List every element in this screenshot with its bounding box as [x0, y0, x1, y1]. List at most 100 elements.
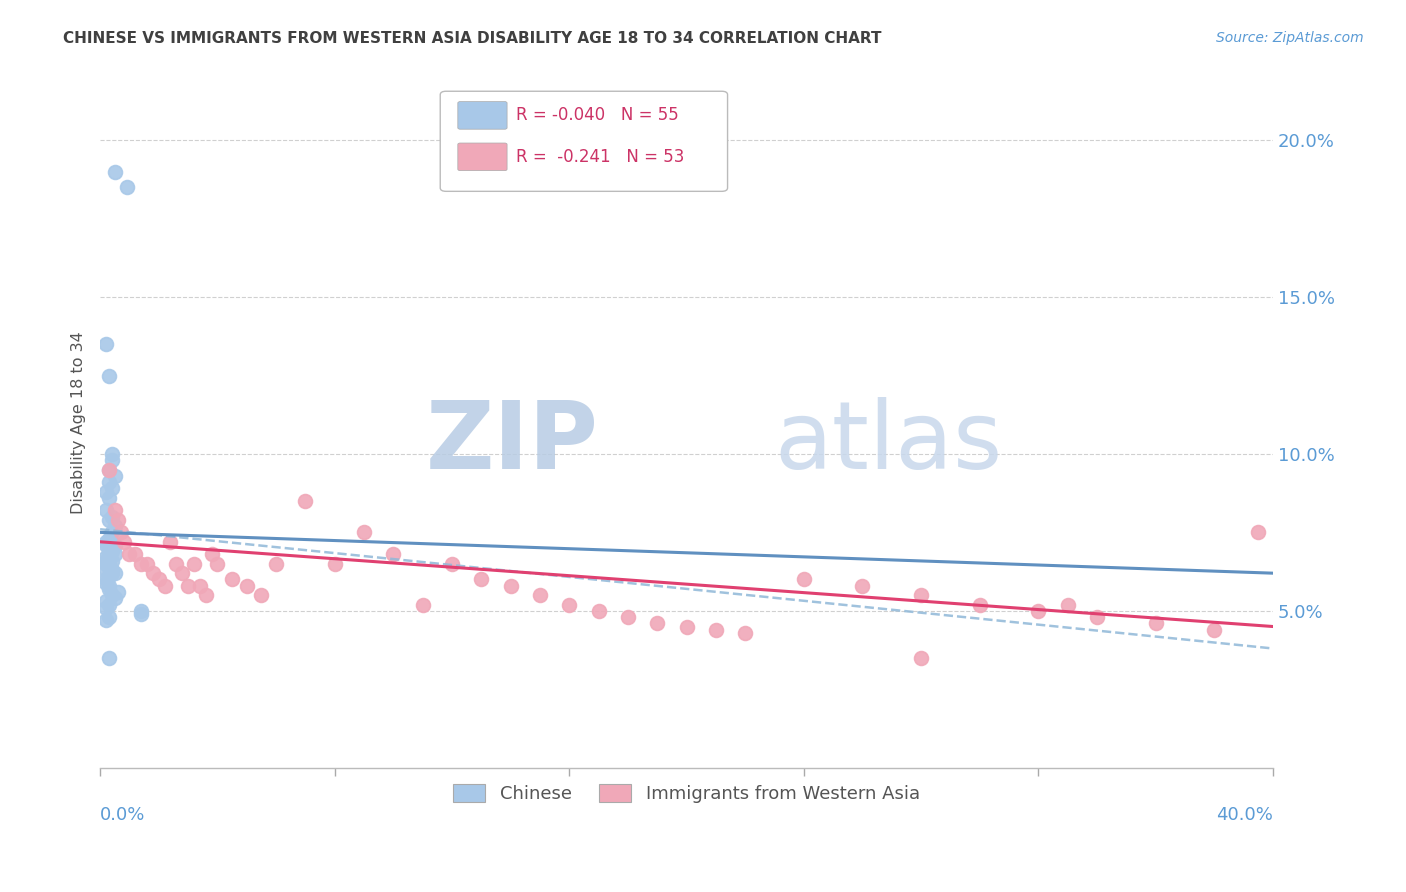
Point	[101, 447, 124, 461]
Point	[1144, 616, 1167, 631]
Point	[101, 563, 124, 577]
Point	[94, 563, 117, 577]
Y-axis label: Disability Age 18 to 34: Disability Age 18 to 34	[72, 331, 86, 514]
Point	[97, 557, 120, 571]
Point	[97, 544, 120, 558]
Point	[101, 554, 124, 568]
Point	[558, 598, 581, 612]
Point	[101, 509, 124, 524]
Point	[97, 513, 120, 527]
Point	[124, 547, 146, 561]
Text: R =  -0.241   N = 53: R = -0.241 N = 53	[516, 148, 685, 166]
Point	[94, 503, 117, 517]
Point	[97, 569, 120, 583]
Point	[94, 538, 117, 552]
Point	[94, 554, 117, 568]
Point	[107, 513, 129, 527]
Point	[94, 600, 117, 615]
Point	[97, 560, 120, 574]
Text: 0.0%: 0.0%	[100, 805, 145, 823]
Point	[264, 557, 287, 571]
Point	[97, 547, 120, 561]
Point	[645, 616, 668, 631]
Point	[112, 534, 135, 549]
Point	[97, 491, 120, 505]
FancyBboxPatch shape	[458, 143, 508, 170]
Point	[675, 619, 697, 633]
Point	[101, 541, 124, 555]
Point	[294, 494, 316, 508]
Point	[136, 557, 159, 571]
Point	[94, 534, 117, 549]
Point	[129, 557, 152, 571]
Point	[110, 525, 132, 540]
Point	[177, 579, 200, 593]
Point	[142, 566, 165, 581]
Legend: Chinese, Immigrants from Western Asia: Chinese, Immigrants from Western Asia	[446, 777, 928, 811]
Point	[499, 579, 522, 593]
Point	[129, 604, 152, 618]
Point	[97, 582, 120, 596]
Point	[97, 579, 120, 593]
Point	[353, 525, 375, 540]
Point	[101, 525, 124, 540]
Point	[704, 623, 727, 637]
Point	[104, 164, 127, 178]
Point	[1056, 598, 1078, 612]
Text: 40.0%: 40.0%	[1216, 805, 1272, 823]
Point	[94, 613, 117, 627]
Point	[94, 550, 117, 565]
Point	[1204, 623, 1226, 637]
Point	[94, 484, 117, 499]
Text: R = -0.040   N = 55: R = -0.040 N = 55	[516, 106, 679, 124]
Point	[470, 573, 492, 587]
Point	[159, 534, 181, 549]
FancyBboxPatch shape	[440, 91, 727, 191]
Text: atlas: atlas	[775, 397, 1002, 490]
Point	[148, 573, 170, 587]
Point	[172, 566, 194, 581]
Point	[97, 532, 120, 546]
Point	[1028, 604, 1050, 618]
Point	[97, 569, 120, 583]
Point	[188, 579, 211, 593]
Point	[94, 557, 117, 571]
Point	[194, 588, 217, 602]
Point	[165, 557, 187, 571]
Point	[101, 588, 124, 602]
Point	[118, 547, 141, 561]
Point	[969, 598, 991, 612]
Point	[617, 610, 640, 624]
Point	[235, 579, 257, 593]
Point	[153, 579, 176, 593]
Point	[910, 588, 932, 602]
Point	[97, 550, 120, 565]
Point	[101, 482, 124, 496]
Point	[104, 469, 127, 483]
Point	[104, 519, 127, 533]
FancyBboxPatch shape	[458, 102, 508, 129]
Point	[94, 573, 117, 587]
Point	[440, 557, 463, 571]
Point	[851, 579, 873, 593]
Point	[734, 625, 756, 640]
Point	[94, 337, 117, 351]
Point	[107, 585, 129, 599]
Point	[129, 607, 152, 621]
Point	[115, 180, 138, 194]
Point	[101, 453, 124, 467]
Point	[97, 598, 120, 612]
Point	[910, 651, 932, 665]
Point	[104, 538, 127, 552]
Point	[104, 566, 127, 581]
Point	[529, 588, 551, 602]
Point	[323, 557, 346, 571]
Point	[101, 544, 124, 558]
Point	[250, 588, 273, 602]
Point	[221, 573, 243, 587]
Point	[97, 610, 120, 624]
Point	[97, 462, 120, 476]
Point	[97, 651, 120, 665]
Point	[104, 503, 127, 517]
Point	[1085, 610, 1108, 624]
